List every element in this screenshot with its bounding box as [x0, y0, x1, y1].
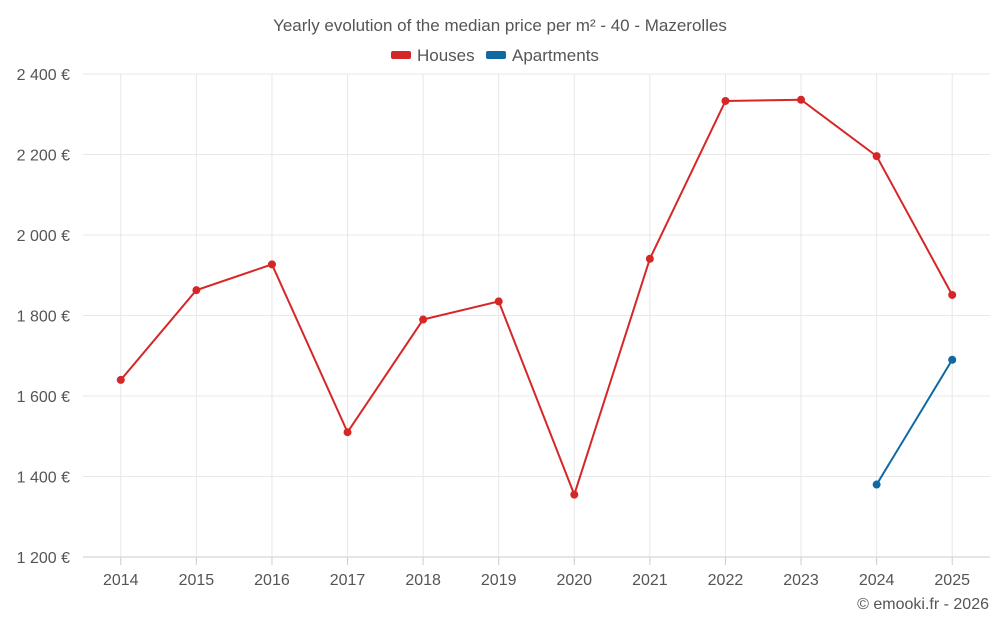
- legend-swatch-apartments[interactable]: [486, 51, 506, 59]
- series-line-houses: [120, 98, 954, 498]
- series-line-apartments: [875, 359, 954, 486]
- x-tick-label: 2025: [934, 572, 970, 589]
- y-tick-label: 2 400 €: [17, 67, 70, 84]
- data-point-houses[interactable]: [797, 95, 806, 104]
- data-point-houses[interactable]: [192, 286, 201, 295]
- x-tick-label: 2023: [783, 572, 819, 589]
- y-tick-label: 1 600 €: [17, 389, 70, 406]
- data-point-houses[interactable]: [645, 254, 654, 263]
- legend-swatch-houses[interactable]: [391, 51, 411, 59]
- x-tick-label: 2014: [103, 572, 139, 589]
- data-point-houses[interactable]: [948, 290, 957, 299]
- data-point-houses[interactable]: [267, 260, 276, 269]
- data-point-apartments[interactable]: [872, 480, 881, 489]
- y-tick-label: 2 200 €: [17, 148, 70, 165]
- x-tick-label: 2015: [179, 572, 215, 589]
- y-axis: 1 200 € 1 400 € 1 600 € 1 800 € 2 000 € 2 200…: [17, 67, 70, 567]
- x-tick-label: 2021: [632, 572, 668, 589]
- data-point-houses[interactable]: [721, 96, 730, 105]
- credit-text: © emooki.fr - 2026: [857, 596, 989, 613]
- y-tick-label: 1 800 €: [17, 309, 70, 326]
- y-tick-label: 1 200 €: [17, 550, 70, 567]
- y-tick-label: 1 400 €: [17, 470, 70, 487]
- x-tick-label: 2018: [405, 572, 441, 589]
- x-tick-label: 2022: [708, 572, 744, 589]
- legend-label-houses[interactable]: Houses: [417, 46, 475, 65]
- data-point-houses[interactable]: [419, 315, 428, 324]
- x-tick-label: 2017: [330, 572, 366, 589]
- legend: Houses Apartments: [391, 46, 599, 65]
- data-point-houses[interactable]: [494, 297, 503, 306]
- y-tick-label: 2 000 €: [17, 228, 70, 245]
- data-point-houses[interactable]: [343, 428, 352, 437]
- x-tick-label: 2020: [556, 572, 592, 589]
- data-point-apartments[interactable]: [948, 355, 957, 364]
- x-tick-label: 2019: [481, 572, 517, 589]
- gridlines: [83, 73, 990, 558]
- data-point-houses[interactable]: [570, 490, 579, 499]
- x-tick-label: 2016: [254, 572, 290, 589]
- series-layer: [116, 95, 957, 499]
- x-tick-label: 2024: [859, 572, 895, 589]
- legend-label-apartments[interactable]: Apartments: [512, 46, 599, 65]
- data-point-houses[interactable]: [116, 375, 125, 384]
- x-axis: 2014 2015 2016 2017 2018 2019 2020 2021 2022 2023…: [103, 557, 970, 589]
- chart-title: Yearly evolution of the median price per…: [273, 16, 727, 35]
- data-point-houses[interactable]: [872, 152, 881, 161]
